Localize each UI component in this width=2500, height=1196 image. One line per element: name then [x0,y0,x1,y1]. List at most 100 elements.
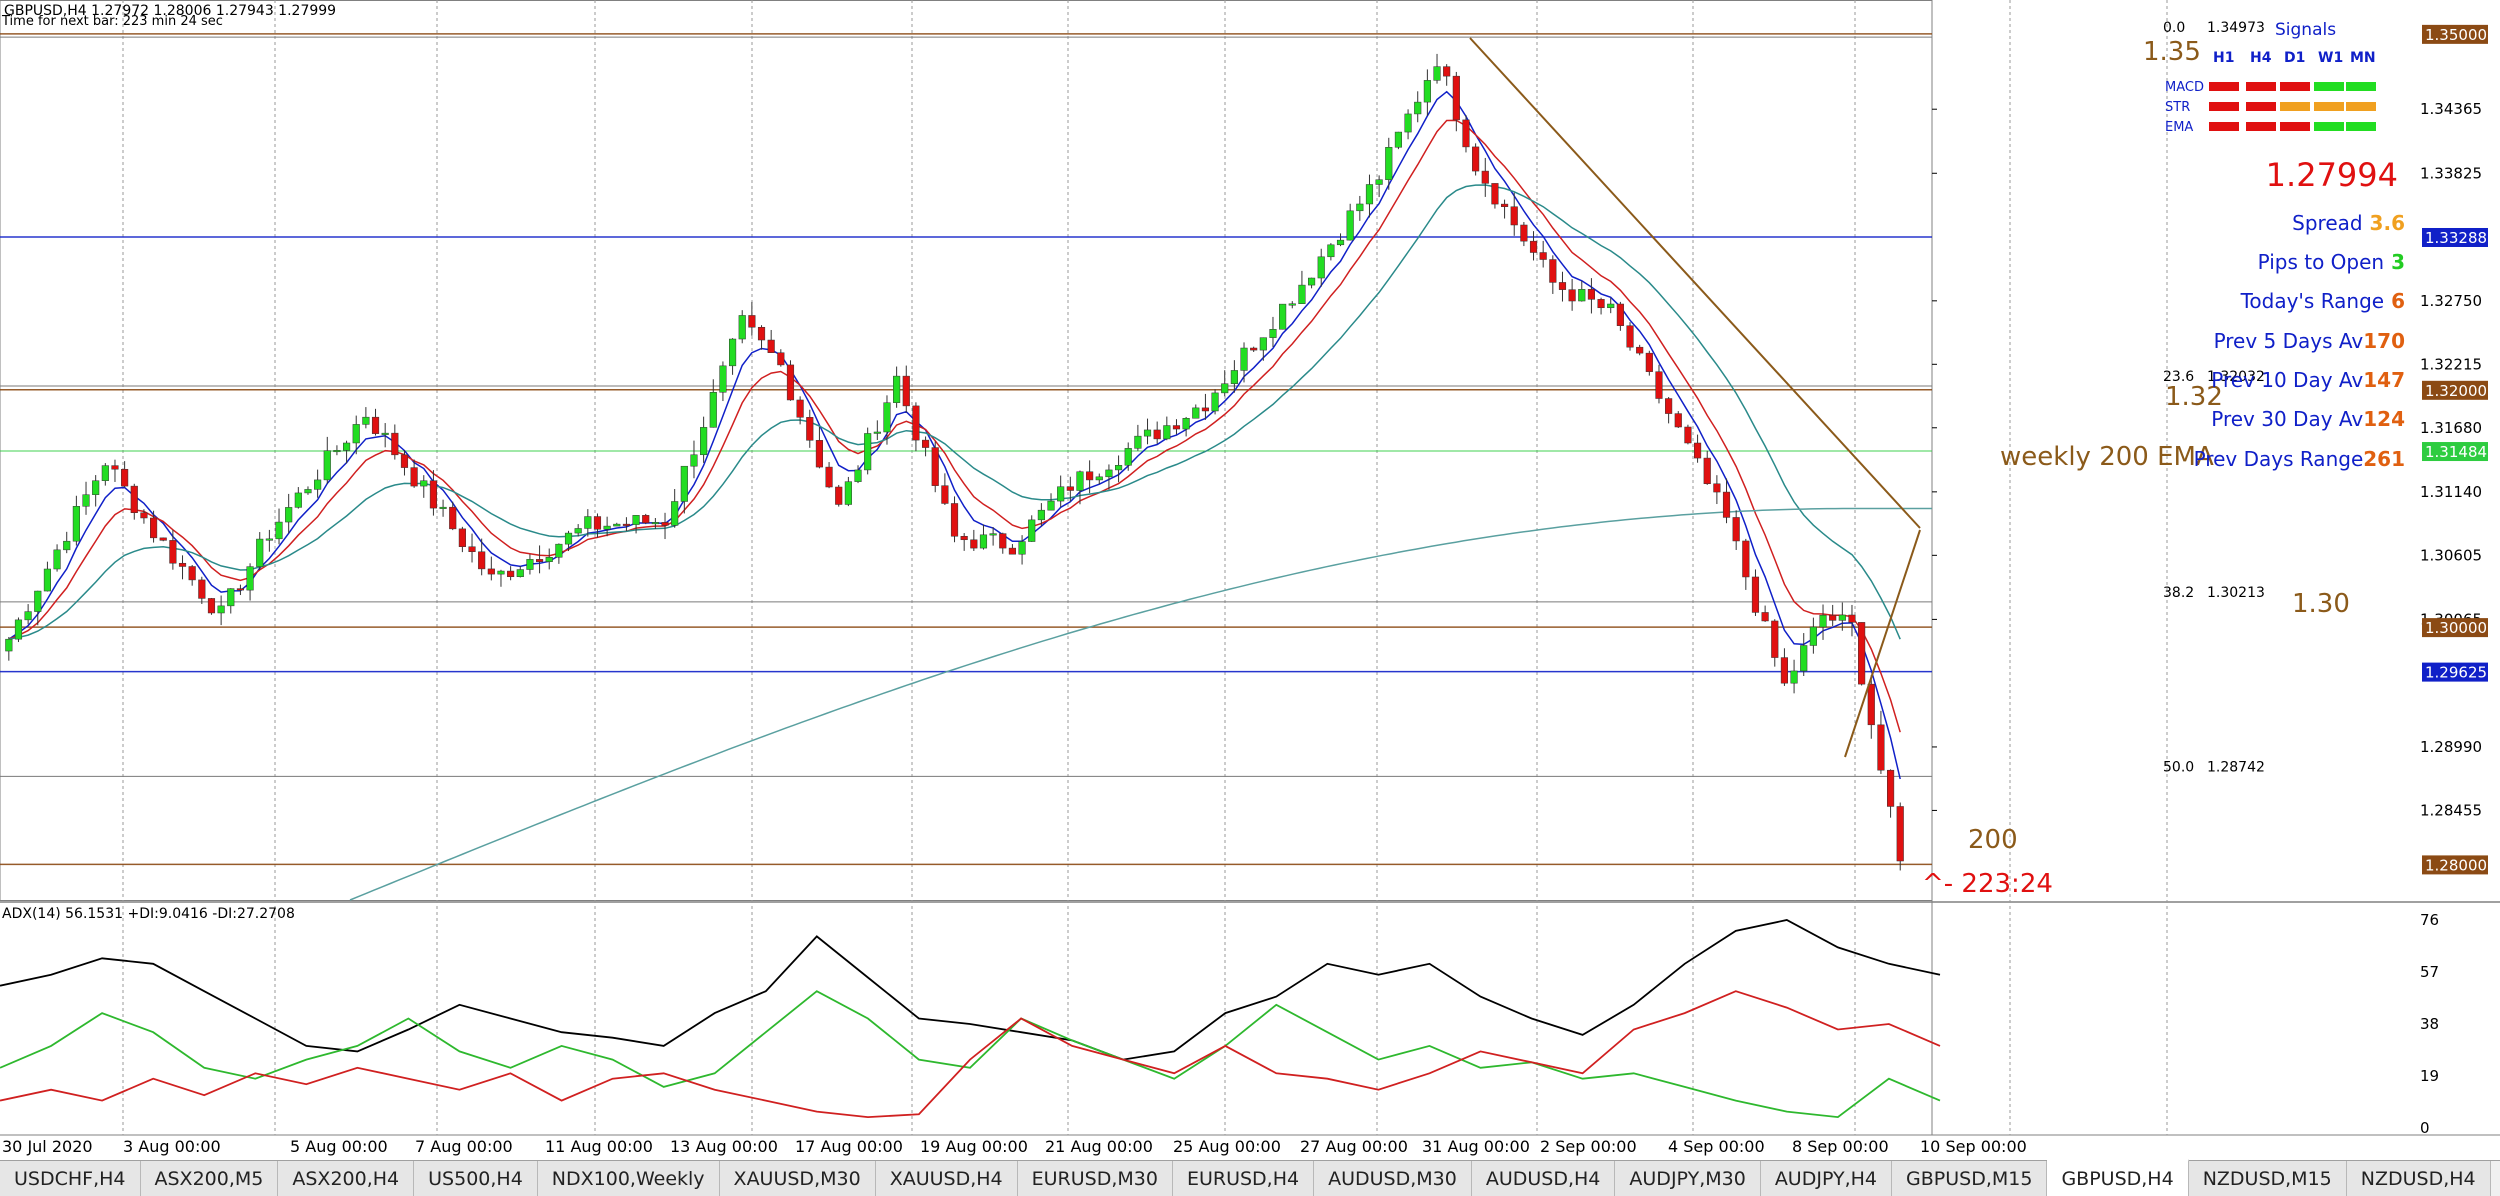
adx-line [0,919,1941,1061]
tab-scroll-arrows: ◀▶ [2491,1161,2500,1196]
tab-asx200-m5[interactable]: ASX200,M5 [140,1161,279,1196]
candle-body [1491,183,1499,205]
price-tick-label: 1.31140 [2420,483,2482,501]
tab-gbpusd-h4[interactable]: GBPUSD,H4 [2047,1159,2189,1196]
candle-body [1838,614,1846,621]
time-axis-label: 21 Aug 00:00 [1045,1137,1153,1156]
candle-body [979,534,988,549]
candle-body [178,562,187,567]
candle-body [1201,407,1209,412]
tab-audjpy-h4[interactable]: AUDJPY,H4 [1760,1161,1893,1196]
info-label: Prev Days Range [2194,447,2364,471]
candle-body [1809,626,1817,646]
info-label: Pips to Open [2258,250,2385,274]
candle-body [1095,476,1103,481]
candle-body [1751,576,1760,613]
candle-body [1134,435,1142,449]
candle-body [140,512,148,519]
price-tag-label: 1.32000 [2425,382,2487,400]
info-value: 6 [2384,289,2405,313]
candle-body [1761,612,1769,622]
trendline-down[interactable] [1469,37,1921,529]
time-axis-label: 25 Aug 00:00 [1173,1137,1281,1156]
signals-column-header: D1 [2284,50,2305,66]
candle-body [507,570,515,577]
candle-body [1211,392,1219,412]
tab-audusd-m30[interactable]: AUDUSD,M30 [1314,1161,1472,1196]
price-axis[interactable]: 1.34365 1.33825 1.32750 1.32215 1.31680 1.311… [1932,24,2488,875]
price-tick-label: 1.32215 [2420,355,2482,373]
candle-body [314,479,322,490]
candle-body [1124,448,1132,466]
fib-percent: 50.0 [2163,759,2194,775]
tab-eurusd-h4[interactable]: EURUSD,H4 [1172,1161,1315,1196]
signal-cell [2209,122,2239,131]
info-value: 170 [2363,329,2405,353]
info-row: Prev Days Range261 [2194,447,2405,471]
candle-body [1829,614,1837,621]
candle-body [526,559,534,570]
tab-xauusd-h4[interactable]: XAUUSD,H4 [875,1161,1018,1196]
time-axis-label: 5 Aug 00:00 [290,1137,388,1156]
time-axis-label: 19 Aug 00:00 [920,1137,1028,1156]
tab-ndx100-weekly[interactable]: NDX100,Weekly [537,1161,720,1196]
candle-body [1645,352,1653,372]
info-row: Pips to Open 3 [2258,250,2405,274]
candle-body [1636,346,1644,354]
candle-body [1539,252,1547,260]
price-tag [2422,380,2488,400]
candle-body [391,432,399,456]
tab-nzdusd-h4[interactable]: NZDUSD,H4 [2346,1161,2491,1196]
tab-nzdusd-m15[interactable]: NZDUSD,M15 [2188,1161,2347,1196]
price-chart[interactable]: 0.0 1.34973 23.6 1.32032 38.2 1.30213 50.0 1.28… [0,0,2500,1160]
info-label: Prev 10 Day Av [2211,368,2363,392]
candle-body [729,338,737,367]
candle-body [169,540,177,564]
tab-audusd-h4[interactable]: AUDUSD,H4 [1471,1161,1616,1196]
candle-body [555,543,563,558]
price-tick-label: 1.32750 [2420,292,2482,310]
tab-gbpusd-m15[interactable]: GBPUSD,M15 [1892,1161,2048,1196]
candlesticks [5,53,1904,871]
candle-body [1578,289,1586,302]
candle-body [796,399,804,418]
signal-cell [2280,102,2310,111]
adx-axis-label: 19 [2420,1067,2439,1085]
signals-column-header: H4 [2250,50,2272,66]
candle-body [1684,426,1692,444]
candle-body [429,480,438,509]
tab-audjpy-m30[interactable]: AUDJPY,M30 [1615,1161,1761,1196]
adx-axis-label: 0 [2420,1119,2430,1137]
candle-body [217,605,225,614]
price-tag [2422,855,2488,875]
trendlines[interactable] [1469,37,1921,758]
candle-body [1008,547,1016,555]
main-panel-frame [0,0,1933,901]
price-tag [2422,662,2488,682]
info-value: 3.6 [2363,211,2405,235]
candle-body [786,364,795,401]
candle-body [227,588,235,607]
candle-body [362,416,370,425]
candle-body [1858,622,1866,685]
tab-asx200-h4[interactable]: ASX200,H4 [278,1161,415,1196]
candle-body [516,569,524,577]
time-axis-label: 4 Sep 00:00 [1668,1137,1765,1156]
level-labels: 0.0 1.34973 23.6 1.32032 38.2 1.30213 50.0 1.28… [1968,20,2350,855]
candle-body [130,485,138,514]
candle-body [1481,170,1489,184]
candle-body [1674,413,1682,428]
fib-percent: 23.6 [2163,369,2194,385]
adx-axis-label: 76 [2420,911,2439,929]
tab-us500-h4[interactable]: US500,H4 [414,1161,538,1196]
signal-cell [2246,82,2276,91]
signal-cell [2314,102,2344,111]
info-overlay: Signals H1 H4 D1 W1 MN MACD STR EMA 1.27994 Spread… [2165,20,2405,471]
tab-xauusd-m30[interactable]: XAUUSD,M30 [719,1161,876,1196]
tab-eurusd-m30[interactable]: EURUSD,M30 [1017,1161,1173,1196]
adx-axis-label: 57 [2420,963,2439,981]
tab-usdchf-h4[interactable]: USDCHF,H4 [0,1161,141,1196]
adx-panel: ADX(14) 56.1531 +DI:9.0416 -DI:27.2708 76… [0,906,2439,1137]
candle-body [950,503,959,537]
trendline-up[interactable] [1844,529,1921,758]
